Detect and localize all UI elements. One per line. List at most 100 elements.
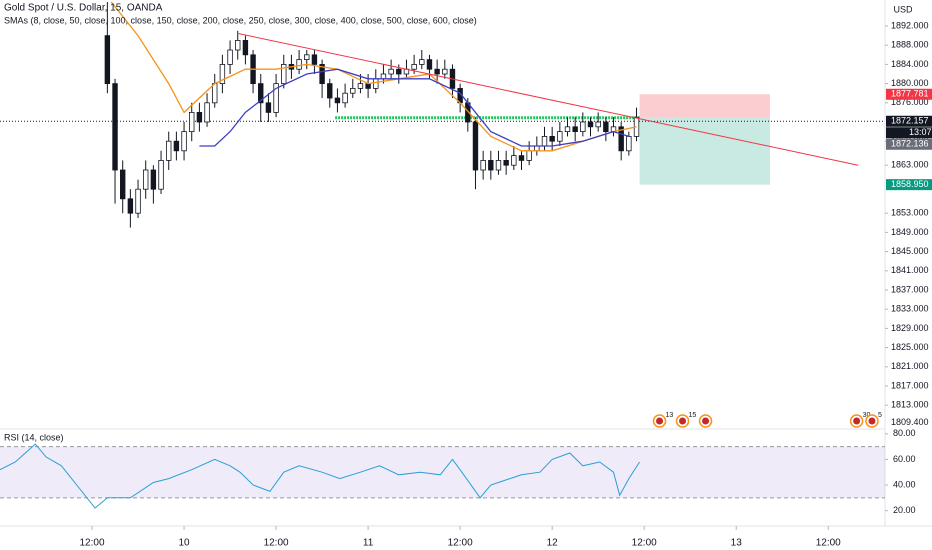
event-label: 5 bbox=[878, 412, 882, 419]
candle-body bbox=[373, 78, 379, 89]
y-tick-label: 80.00 bbox=[893, 428, 916, 438]
candle-body bbox=[534, 145, 540, 152]
candle-body bbox=[480, 160, 486, 171]
price-label-box bbox=[886, 179, 932, 191]
candle-body bbox=[311, 54, 318, 65]
candle-body bbox=[350, 88, 356, 94]
candle-body bbox=[503, 160, 509, 166]
event-flag bbox=[853, 417, 861, 425]
candle-body bbox=[426, 59, 433, 70]
x-tick-label: 12:00 bbox=[80, 538, 105, 549]
price-label-box bbox=[886, 127, 932, 139]
candle-body bbox=[472, 121, 479, 171]
candle-body bbox=[158, 160, 164, 190]
price-label: 1872.157 bbox=[891, 116, 929, 126]
y-tick-label: 1849.000 bbox=[891, 227, 929, 237]
candle-body bbox=[189, 112, 195, 133]
x-tick-label: 12:00 bbox=[264, 538, 289, 549]
candle-body bbox=[258, 83, 264, 104]
candle-body bbox=[511, 155, 517, 166]
y-tick-label: 1817.000 bbox=[891, 380, 929, 390]
y-tick-label: 1833.000 bbox=[891, 304, 929, 314]
x-tick-label: 11 bbox=[363, 538, 374, 549]
rsi-line bbox=[0, 443, 641, 509]
candle-body bbox=[166, 140, 172, 161]
candle-body bbox=[388, 68, 394, 75]
candle-body bbox=[304, 54, 310, 61]
candle-body bbox=[572, 126, 578, 133]
y-tick-label: 1845.000 bbox=[891, 246, 929, 256]
event-flag bbox=[679, 417, 687, 425]
indicator-legend: SMAs (8, close, 50, close, 100, close, 1… bbox=[4, 15, 477, 25]
candle-body bbox=[227, 49, 233, 65]
candle-body bbox=[104, 35, 111, 85]
sma-line bbox=[110, 1, 637, 152]
candle-body bbox=[235, 40, 241, 51]
sma-line bbox=[199, 68, 630, 147]
candle-body bbox=[327, 83, 333, 99]
y-tick-label: 40.00 bbox=[893, 479, 916, 489]
candle-body bbox=[112, 83, 118, 171]
candle-body bbox=[442, 68, 448, 75]
candle-body bbox=[265, 102, 272, 113]
x-tick-label: 12:00 bbox=[448, 538, 473, 549]
candle-body bbox=[549, 136, 555, 142]
candle-body bbox=[595, 121, 601, 128]
candle-body bbox=[150, 169, 157, 190]
event-label: 30 bbox=[863, 412, 871, 419]
y-tick-label: 1880.000 bbox=[891, 78, 929, 88]
y-tick-label: 1825.000 bbox=[891, 342, 929, 352]
candle-body bbox=[281, 64, 287, 85]
x-tick-label: 12:00 bbox=[632, 538, 657, 549]
event-flag bbox=[868, 417, 876, 425]
candle-body bbox=[219, 64, 226, 85]
candle-body bbox=[334, 97, 341, 104]
currency: USD bbox=[893, 4, 913, 14]
y-tick-label: 1892.000 bbox=[891, 20, 929, 30]
y-tick-label: 1884.000 bbox=[891, 59, 929, 69]
y-tick-label: 1821.000 bbox=[891, 361, 929, 371]
y-tick-label: 1888.000 bbox=[891, 40, 929, 50]
candle-body bbox=[196, 112, 203, 123]
price-label-box bbox=[886, 88, 932, 100]
candle-body bbox=[518, 155, 525, 161]
candle-body bbox=[173, 140, 180, 152]
candle-body bbox=[396, 68, 402, 75]
x-tick-label: 10 bbox=[178, 538, 190, 549]
candle-body bbox=[181, 131, 187, 152]
y-tick-label: 1841.000 bbox=[891, 265, 929, 275]
y-tick-label: 1863.000 bbox=[891, 160, 929, 170]
price-label: 1872.136 bbox=[891, 139, 929, 149]
rsi-title: RSI (14, close) bbox=[4, 432, 64, 442]
candle-body bbox=[204, 102, 210, 123]
candle-body bbox=[380, 73, 387, 80]
stop-zone bbox=[639, 94, 770, 118]
candle-body bbox=[488, 160, 494, 171]
candle-body bbox=[557, 131, 563, 142]
candle-body bbox=[580, 121, 586, 133]
candle-body bbox=[411, 64, 417, 70]
candle-body bbox=[212, 83, 218, 104]
target-zone bbox=[639, 117, 770, 185]
candle-body bbox=[587, 121, 594, 128]
event-label: 15 bbox=[689, 412, 697, 419]
price-label-box bbox=[886, 138, 932, 150]
x-tick-label: 12:00 bbox=[816, 538, 841, 549]
candle-body bbox=[357, 83, 364, 89]
candle-body bbox=[564, 126, 571, 133]
price-label: 13:07 bbox=[909, 127, 932, 137]
price-label: 1809.400 bbox=[891, 417, 929, 427]
candle-body bbox=[495, 160, 502, 171]
candle-body bbox=[127, 198, 134, 214]
y-tick-label: 20.00 bbox=[893, 505, 916, 515]
y-tick-label: 1876.000 bbox=[891, 97, 929, 107]
event-label: 13 bbox=[666, 412, 674, 419]
price-label: 1858.950 bbox=[891, 179, 929, 189]
y-tick-label: 1837.000 bbox=[891, 284, 929, 294]
candle-body bbox=[365, 83, 371, 89]
y-tick-label: 1813.000 bbox=[891, 400, 929, 410]
candle-body bbox=[342, 92, 348, 104]
candle-body bbox=[242, 40, 249, 56]
candle-body bbox=[618, 126, 624, 152]
